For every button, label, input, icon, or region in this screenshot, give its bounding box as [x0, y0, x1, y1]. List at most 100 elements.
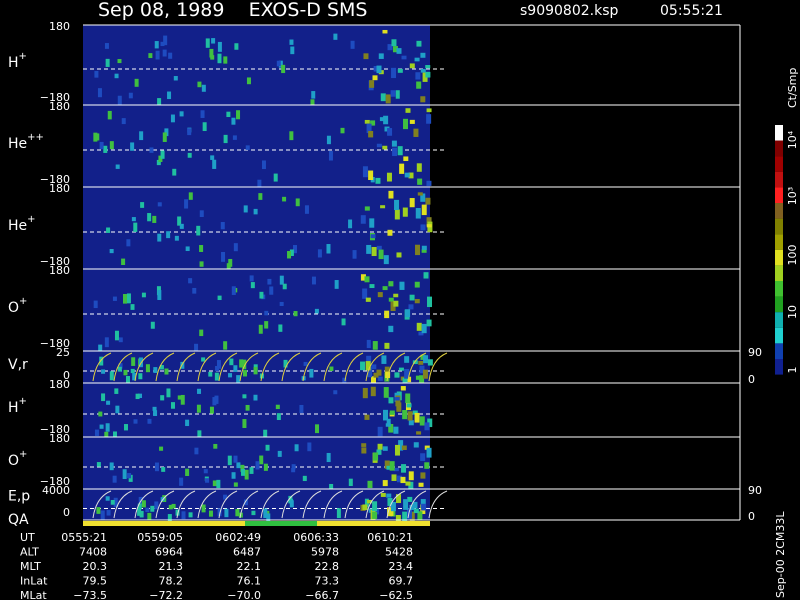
spectrum-cell	[419, 416, 425, 426]
spectrum-cell	[420, 472, 426, 479]
panel-label: V,r	[8, 357, 28, 373]
spectrum-cell	[382, 480, 388, 487]
spectrum-cell	[414, 412, 420, 423]
spectrum-cell	[366, 339, 371, 349]
spectrum-cell	[112, 475, 117, 483]
spectrum-cell	[179, 223, 184, 229]
spectrum-cell	[408, 420, 414, 426]
spectrum-cell	[196, 404, 201, 413]
spectrum-cell	[282, 196, 287, 202]
spectrum-cell	[294, 444, 299, 452]
spectrum-cell	[404, 368, 410, 379]
spectrum-cell	[227, 455, 232, 466]
table-value: 0555:21	[61, 531, 107, 544]
spectrum-cell	[383, 115, 389, 125]
trace	[302, 352, 322, 382]
spectrum-cell	[109, 248, 114, 254]
table-value: −70.0	[227, 589, 261, 600]
spectrum-cell	[157, 98, 162, 106]
tick-label: 180	[49, 432, 70, 445]
spectrum-cell	[259, 455, 264, 465]
spectrum-cell	[396, 402, 402, 412]
table-value: 0606:33	[293, 531, 339, 544]
spectrum-cell	[409, 511, 415, 522]
spectrum-cell	[394, 444, 400, 456]
spectrum-cell	[420, 96, 426, 103]
spectrum-cell	[382, 409, 388, 421]
spectrum-cell	[159, 446, 164, 451]
spectrum-cell	[221, 251, 226, 262]
spectrum-cell	[419, 365, 425, 374]
table-label: InLat	[20, 575, 48, 588]
spectrum-cell	[123, 424, 128, 431]
tick-label: 180	[49, 378, 70, 391]
spectrum-cell	[202, 122, 207, 132]
tick-label: 4000	[42, 484, 70, 497]
spectrum-cell	[104, 43, 109, 49]
spectrum-cell	[156, 159, 161, 166]
spectrum-cell	[133, 222, 138, 232]
colorbar-tick: 10⁴	[786, 130, 799, 149]
spectrum-cell	[157, 233, 162, 242]
panel-label-sup: +	[27, 214, 35, 225]
spectrum-cell	[425, 197, 431, 205]
panel-label-text: H	[8, 55, 19, 71]
spectrum-cell	[180, 361, 185, 369]
spectrum-cell	[302, 475, 307, 482]
spectrum-cell	[329, 366, 334, 372]
spectrum-cell	[242, 359, 247, 370]
colorbar-cell	[775, 327, 783, 344]
spectrum-cell	[412, 501, 418, 509]
spectrum-cell	[372, 501, 378, 512]
table-value: 79.5	[83, 575, 108, 588]
spectrum-cell	[103, 145, 108, 153]
spectrum-cell	[421, 249, 427, 253]
spectrum-cell	[336, 508, 341, 519]
tick-label: 180	[49, 20, 70, 33]
spectrum-cell	[420, 224, 426, 231]
spectrum-cell	[98, 344, 103, 352]
table-value: 73.3	[315, 575, 340, 588]
spectrum-cell	[365, 297, 371, 302]
spectrum-cell	[211, 38, 216, 44]
spectrum-cell	[258, 193, 263, 200]
spectrum-cell	[400, 386, 406, 391]
spectrum-cell	[138, 373, 143, 380]
spectrum-cell	[303, 361, 308, 366]
spectrum-cell	[366, 355, 372, 366]
table-value: 22.1	[237, 560, 262, 573]
spectrum-cell	[155, 50, 160, 60]
spectrum-cell	[185, 246, 190, 252]
spectrum-cell	[381, 355, 387, 364]
spectrum-cell	[291, 464, 296, 470]
trace	[365, 490, 385, 519]
spectrum-cell	[115, 164, 120, 169]
spectrum-cell	[393, 293, 399, 298]
colorbar-cell	[775, 234, 783, 250]
spectrum-cell	[203, 469, 208, 474]
spectrum-cell	[425, 71, 431, 78]
spectrum-cell	[277, 450, 282, 457]
panel-label-text: V,r	[8, 357, 28, 373]
tick-label: −180	[40, 475, 70, 488]
spectrum-cell	[244, 469, 249, 480]
spectrum-cell	[249, 275, 254, 282]
spectrum-cell	[197, 388, 202, 394]
spectrum-cell	[376, 369, 382, 376]
colorbar-cell	[775, 312, 783, 328]
spectrum-cell	[158, 155, 163, 162]
table-value: 21.3	[159, 560, 184, 573]
spectrum-cell	[134, 78, 139, 87]
spectrum-cell	[400, 476, 406, 484]
spectrum-cell	[402, 207, 408, 217]
spectrum-cell	[427, 296, 433, 308]
colorbar-tick: 10³	[786, 187, 799, 205]
spectrum-cell	[259, 291, 264, 299]
spectrum-cell	[405, 108, 411, 113]
spectrum-cell	[408, 471, 414, 481]
spectrum-cell	[407, 496, 413, 502]
spectrum-cell	[426, 180, 432, 186]
spectrum-cell	[369, 80, 375, 88]
table-value: 5978	[311, 546, 339, 559]
spectrum-cell	[326, 135, 331, 145]
